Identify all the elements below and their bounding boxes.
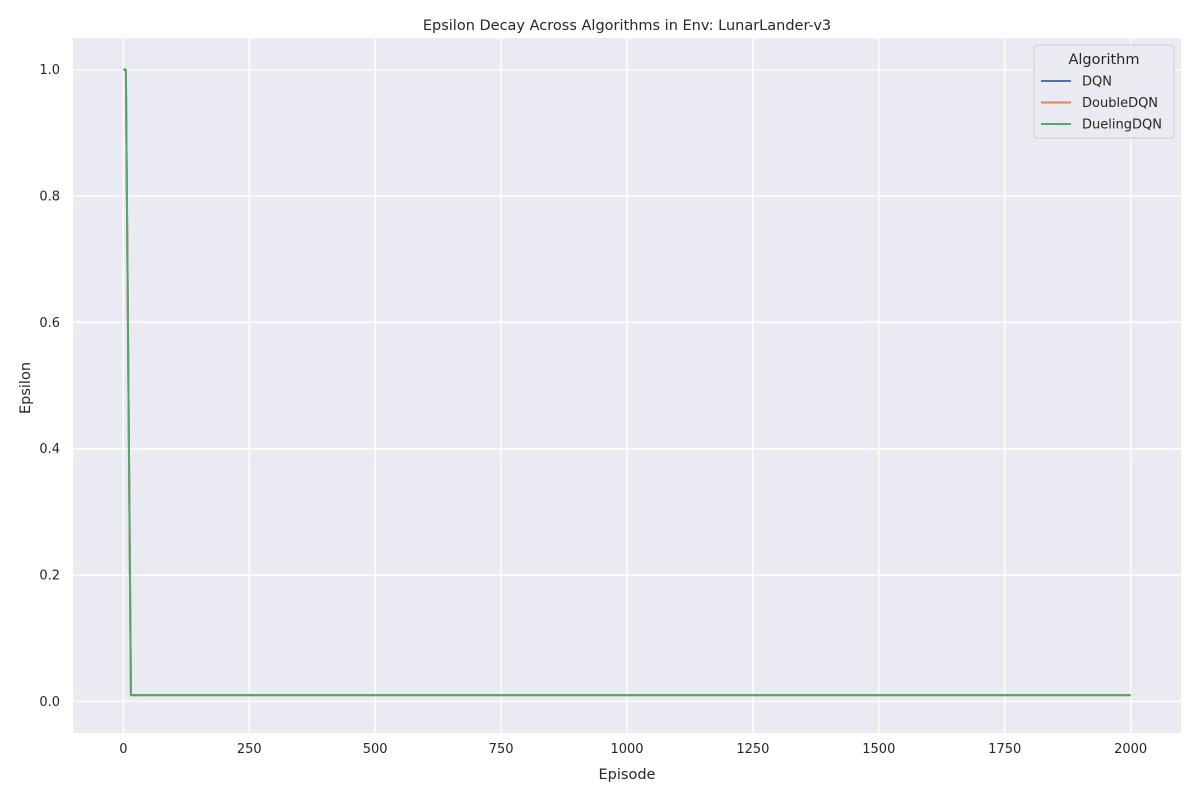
legend-box — [1033, 44, 1175, 139]
x-tick-label: 2000 — [1114, 742, 1147, 757]
legend-label: DuelingDQN — [1082, 118, 1162, 133]
y-tick-label: 1.0 — [39, 63, 60, 78]
legend: Algorithm DQN DoubleDQN DuelingDQN — [1033, 44, 1175, 139]
x-tick-label: 500 — [363, 742, 388, 757]
y-axis-label: Epsilon — [18, 362, 34, 414]
series-lines — [123, 68, 1131, 697]
x-axis-label: Episode — [599, 767, 656, 783]
chart-title: Epsilon Decay Across Algorithms in Env: … — [423, 18, 831, 34]
legend-label: DQN — [1082, 75, 1112, 90]
y-tick-label: 0.8 — [39, 189, 60, 204]
y-tick-label: 0.6 — [39, 316, 60, 331]
x-tick-label: 0 — [119, 742, 127, 757]
y-tick-label: 0.0 — [39, 695, 60, 710]
y-tick-label: 0.2 — [39, 569, 60, 584]
legend-label: DoubleDQN — [1082, 96, 1158, 111]
x-tick-label: 1750 — [988, 742, 1021, 757]
y-tick-label: 0.4 — [39, 442, 60, 457]
axis-ticks: 0 250 500 750 1000 1250 1500 1750 2000 0.0 0.2 0.4 0… — [39, 63, 1147, 757]
x-tick-label: 1500 — [862, 742, 895, 757]
x-tick-label: 750 — [489, 742, 514, 757]
legend-title: Algorithm — [1068, 52, 1139, 68]
x-tick-label: 1000 — [610, 742, 643, 757]
series-line-duelingdqn — [123, 68, 1131, 697]
grid-lines — [73, 38, 1181, 733]
x-tick-label: 1250 — [736, 742, 769, 757]
x-tick-label: 250 — [237, 742, 262, 757]
